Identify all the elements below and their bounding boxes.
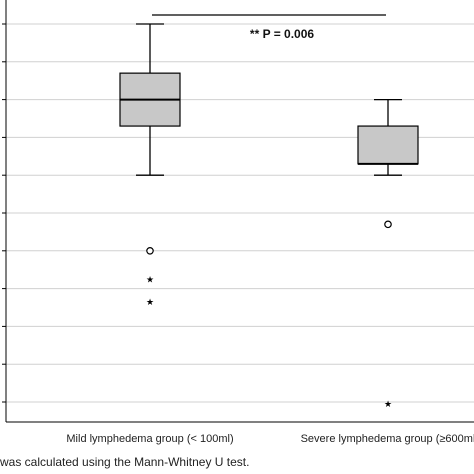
category-labels: Mild lymphedema group (< 100ml) Severe ly… bbox=[66, 433, 474, 445]
y-axis bbox=[2, 0, 474, 423]
category-label: Severe lymphedema group (≥600ml bbox=[301, 433, 474, 445]
boxes: ★★★ bbox=[119, 23, 419, 410]
box-iqr bbox=[357, 125, 419, 165]
outlier-star: ★ bbox=[146, 298, 154, 308]
footnote: was calculated using the Mann-Whitney U … bbox=[0, 455, 250, 469]
significance-bracket: ** P = 0.006 bbox=[152, 14, 386, 41]
outlier-circle bbox=[146, 247, 154, 255]
outlier-star: ★ bbox=[384, 400, 392, 410]
outlier-circle bbox=[384, 220, 392, 229]
p-value-annotation: ** P = 0.006 bbox=[250, 27, 314, 41]
outlier-star: ★ bbox=[146, 275, 154, 285]
box-1: ★★ bbox=[119, 23, 181, 308]
category-label: Mild lymphedema group (< 100ml) bbox=[66, 433, 233, 445]
gridlines bbox=[6, 23, 474, 403]
box-2: ★ bbox=[357, 98, 419, 410]
